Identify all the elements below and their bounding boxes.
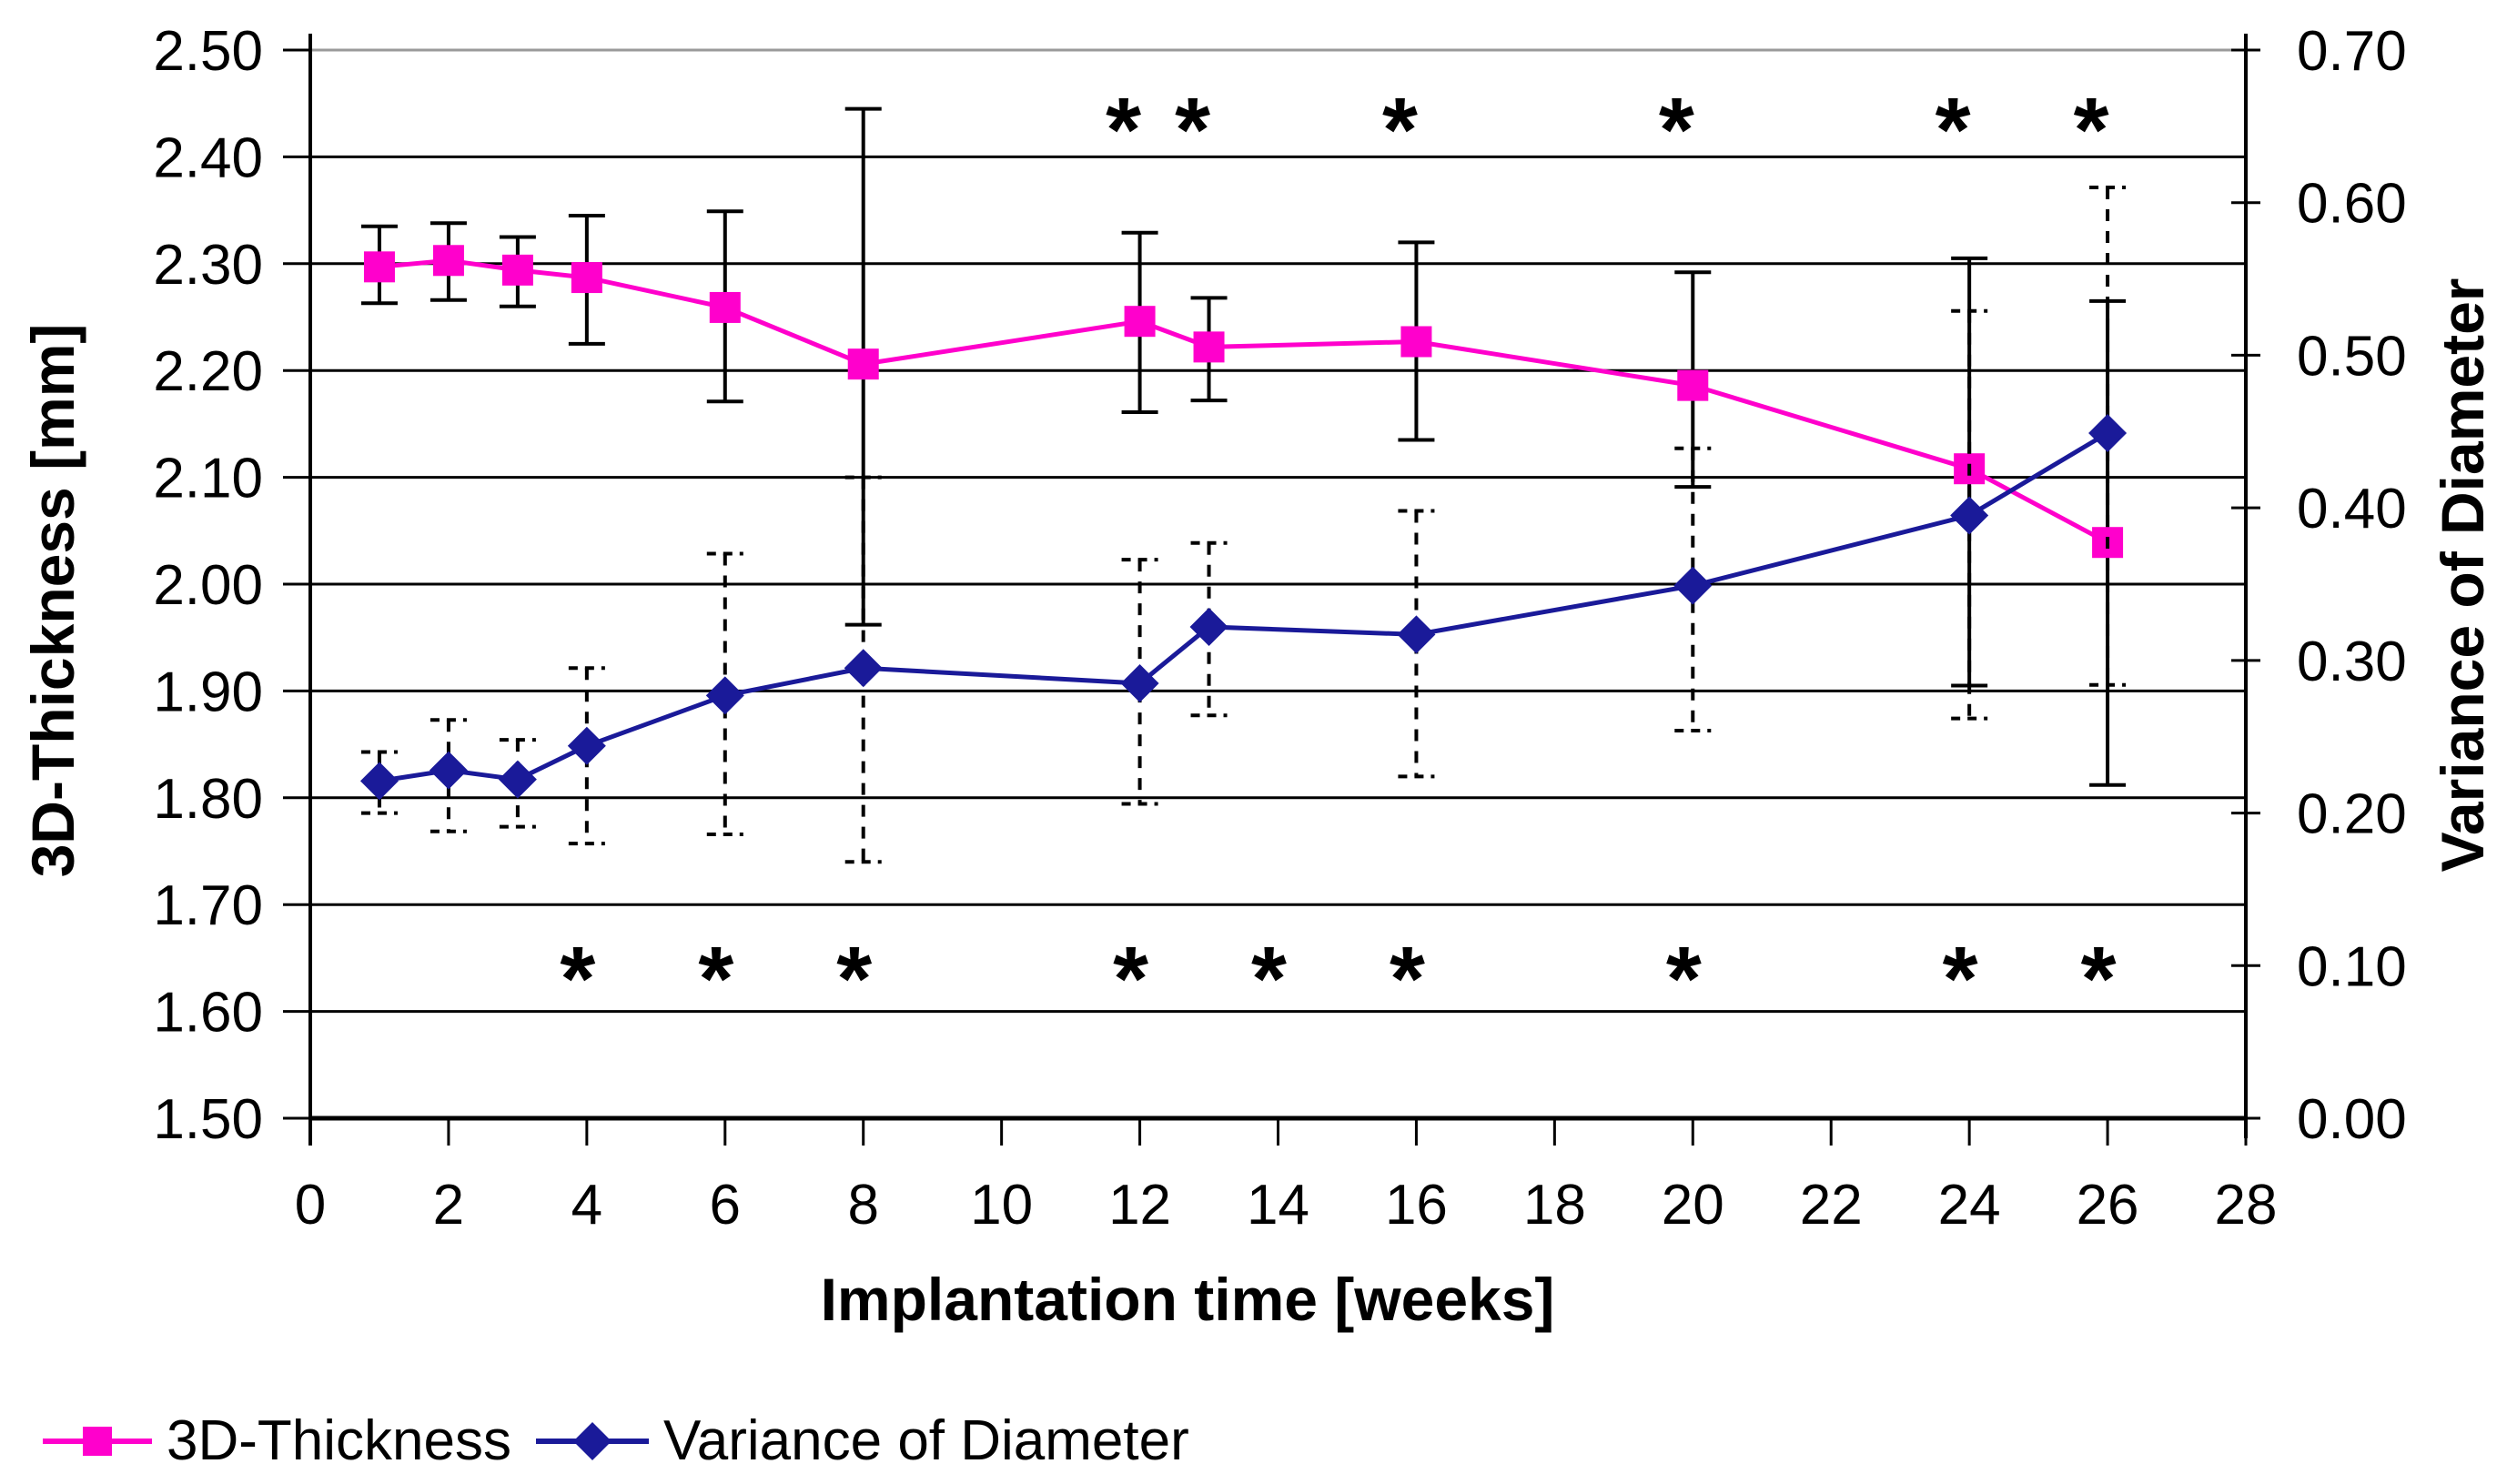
right-axis-tick-label: 0.70 bbox=[2297, 20, 2407, 83]
left-axis-title: 3D-Thickness [mm] bbox=[19, 323, 86, 878]
significance-asterisk-top: * bbox=[2074, 79, 2109, 181]
right-axis-tick-label: 0.50 bbox=[2297, 325, 2407, 388]
data-point-marker bbox=[571, 262, 602, 294]
left-axis-tick-label: 2.50 bbox=[153, 20, 263, 83]
x-axis-tick-label: 26 bbox=[2077, 1174, 2139, 1237]
data-point-marker bbox=[1400, 326, 1432, 358]
data-point-marker bbox=[1397, 615, 1436, 654]
significance-asterisk-bottom: * bbox=[1666, 928, 1702, 1030]
significance-asterisk-bottom: * bbox=[560, 928, 595, 1030]
right-axis-tick-label: 0.10 bbox=[2297, 935, 2407, 998]
significance-asterisk-bottom: * bbox=[836, 928, 872, 1030]
x-axis-tick-label: 2 bbox=[433, 1174, 464, 1237]
data-point-marker bbox=[429, 751, 468, 790]
data-point-marker bbox=[1120, 664, 1159, 703]
data-point-marker bbox=[1124, 306, 1156, 338]
right-axis-tick-label: 0.20 bbox=[2297, 783, 2407, 846]
legend-item-variance-of-diameter: Variance of Diameter bbox=[536, 1408, 1189, 1473]
x-axis-tick-label: 16 bbox=[1385, 1174, 1448, 1237]
x-axis-title: Implantation time [weeks] bbox=[820, 1266, 1555, 1333]
data-point-marker bbox=[709, 291, 741, 323]
legend-marker-square-icon bbox=[43, 1426, 152, 1456]
data-point-marker bbox=[1193, 331, 1225, 363]
right-axis-tick-label: 0.40 bbox=[2297, 478, 2407, 540]
data-point-marker bbox=[705, 676, 744, 715]
legend-item-3d-thickness: 3D-Thickness bbox=[43, 1408, 511, 1473]
data-point-marker bbox=[432, 245, 464, 277]
x-axis-tick-label: 10 bbox=[970, 1174, 1033, 1237]
significance-asterisk-bottom: * bbox=[1113, 928, 1148, 1030]
significance-asterisk-top: * bbox=[1382, 79, 1418, 181]
data-point-marker bbox=[844, 649, 883, 688]
x-axis-tick-label: 8 bbox=[847, 1174, 878, 1237]
legend-label: 3D-Thickness bbox=[167, 1409, 511, 1472]
data-point-marker bbox=[1950, 496, 1989, 535]
left-axis-tick-label: 1.60 bbox=[153, 982, 263, 1045]
data-point-marker bbox=[567, 726, 606, 765]
left-axis-tick-label: 2.30 bbox=[153, 234, 263, 297]
data-point-marker bbox=[359, 762, 399, 801]
x-axis-tick-label: 28 bbox=[2215, 1174, 2278, 1237]
series-line-1 bbox=[379, 430, 2109, 783]
legend-marker-diamond-icon bbox=[536, 1421, 649, 1460]
data-point-marker bbox=[501, 254, 533, 286]
data-point-marker bbox=[1677, 369, 1709, 401]
x-axis-tick-label: 12 bbox=[1108, 1174, 1171, 1237]
significance-asterisk-bottom: * bbox=[2081, 928, 2117, 1030]
significance-asterisk-top: * bbox=[1936, 79, 1971, 181]
x-axis-tick-label: 18 bbox=[1523, 1174, 1586, 1237]
right-axis-tick-label: 0.30 bbox=[2297, 631, 2407, 693]
right-axis-tick-label: 0.60 bbox=[2297, 173, 2407, 236]
legend-label: Variance of Diameter bbox=[663, 1409, 1189, 1472]
x-axis-tick-label: 14 bbox=[1247, 1174, 1309, 1237]
significance-asterisk-top: * bbox=[1175, 79, 1210, 181]
x-axis-tick-label: 6 bbox=[710, 1174, 741, 1237]
data-point-marker bbox=[847, 348, 879, 380]
data-point-marker bbox=[1673, 566, 1713, 605]
left-axis-tick-label: 1.80 bbox=[153, 768, 263, 831]
significance-asterisk-bottom: * bbox=[1390, 928, 1425, 1030]
data-point-marker bbox=[1189, 607, 1228, 646]
x-axis-tick-label: 0 bbox=[295, 1174, 326, 1237]
x-axis-tick-label: 20 bbox=[1662, 1174, 1724, 1237]
right-axis-title: Variance of Diameter bbox=[2429, 278, 2496, 873]
left-axis-tick-label: 2.40 bbox=[153, 126, 263, 189]
significance-asterisk-top: * bbox=[1106, 79, 1141, 181]
significance-asterisk-top: * bbox=[1659, 79, 1694, 181]
left-axis-tick-label: 1.70 bbox=[153, 874, 263, 937]
significance-asterisk-bottom: * bbox=[698, 928, 733, 1030]
x-axis-tick-label: 24 bbox=[1938, 1174, 2001, 1237]
left-axis-tick-label: 2.10 bbox=[153, 448, 263, 510]
left-axis-tick-label: 1.90 bbox=[153, 661, 263, 723]
left-axis-tick-label: 2.20 bbox=[153, 340, 263, 403]
significance-asterisk-bottom: * bbox=[1251, 928, 1287, 1030]
right-axis-tick-label: 0.00 bbox=[2297, 1088, 2407, 1151]
series-line-0 bbox=[379, 257, 2109, 545]
left-axis-tick-label: 1.50 bbox=[153, 1088, 263, 1151]
x-axis-tick-label: 4 bbox=[571, 1174, 602, 1237]
significance-asterisk-bottom: * bbox=[1943, 928, 1978, 1030]
data-point-marker bbox=[498, 760, 537, 799]
data-point-marker bbox=[2088, 413, 2128, 452]
data-point-marker bbox=[363, 251, 395, 283]
left-axis-tick-label: 2.00 bbox=[153, 554, 263, 617]
x-axis-tick-label: 22 bbox=[1800, 1174, 1863, 1237]
